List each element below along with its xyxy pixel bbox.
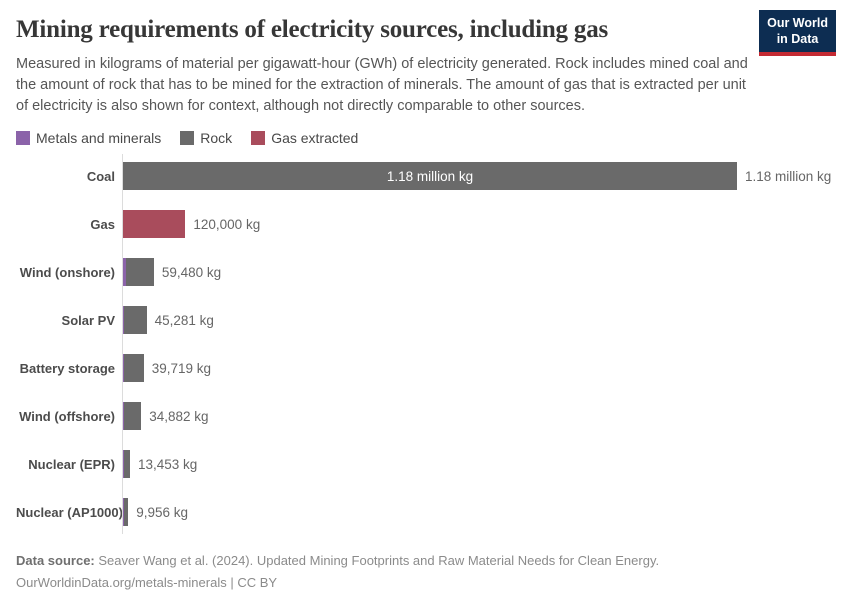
bar-value-label: 34,882 kg (149, 408, 209, 424)
category-label: Gas (90, 216, 115, 232)
bar-wind-onshore-[interactable] (123, 258, 154, 287)
bar-battery-storage[interactable] (123, 354, 144, 383)
bar-wind-offshore-[interactable] (123, 402, 142, 431)
legend-label: Metals and minerals (36, 130, 162, 147)
bar-track: 9,956 kg (123, 498, 834, 527)
chart-row: Wind (offshore) 34,882 kg (16, 392, 834, 440)
bar-segment-metals (123, 450, 124, 479)
bar-segment-metals (123, 402, 124, 431)
chart-row: Solar PV 45,281 kg (16, 296, 834, 344)
owid-logo-line2: in Data (776, 31, 819, 46)
bar-segment-metals (123, 498, 124, 527)
bar-chart: Coal 1.18 million kg 1.18 million kg Gas 120… (16, 152, 834, 536)
bar-nuclear-ap1000-[interactable] (123, 498, 129, 527)
category-label: Battery storage (19, 360, 115, 376)
chart-row: Wind (onshore) 59,480 kg (16, 248, 834, 296)
legend-item-rock[interactable]: Rock (180, 130, 232, 146)
legend-item-gas-extracted[interactable]: Gas extracted (251, 130, 358, 146)
bar-track: 34,882 kg (123, 402, 834, 431)
bar-segment-metals (123, 258, 126, 287)
legend-swatch (251, 131, 266, 146)
bar-value-label: 1.18 million kg (745, 168, 832, 184)
data-source-label: Data source: (16, 553, 95, 569)
license-line: OurWorldinData.org/metals-minerals | CC … (16, 575, 278, 591)
chart-footer: Data source: Seaver Wang et al. (2024). … (16, 550, 834, 594)
bar-value-label: 45,281 kg (154, 312, 214, 328)
bar-value-label-inside: 1.18 million kg (386, 168, 474, 184)
bar-solar-pv[interactable] (123, 306, 147, 335)
data-source-text: Seaver Wang et al. (2024). Updated Minin… (94, 553, 660, 569)
category-label: Coal (86, 168, 115, 184)
bar-coal[interactable]: 1.18 million kg (123, 162, 737, 191)
legend: Metals and minerals Rock Gas extracted (16, 130, 834, 146)
chart-rows: Coal 1.18 million kg 1.18 million kg Gas 120… (16, 152, 834, 536)
category-label: Nuclear (EPR) (28, 456, 115, 472)
chart-row: Coal 1.18 million kg 1.18 million kg (16, 152, 834, 200)
bar-value-label: 39,719 kg (151, 360, 211, 376)
bar-track: 45,281 kg (123, 306, 834, 335)
chart-row: Battery storage 39,719 kg (16, 344, 834, 392)
legend-item-metals-and-minerals[interactable]: Metals and minerals (16, 130, 161, 146)
y-axis-line (122, 154, 123, 535)
category-label: Wind (onshore) (19, 264, 115, 280)
page-title: Mining requirements of electricity sourc… (16, 16, 609, 43)
bar-track: 59,480 kg (123, 258, 834, 287)
bar-value-label: 9,956 kg (136, 504, 188, 520)
bar-track: 1.18 million kg 1.18 million kg (123, 162, 834, 191)
bar-segment-metals (123, 354, 124, 383)
bar-gas[interactable] (123, 210, 186, 239)
bar-track: 120,000 kg (123, 210, 834, 239)
data-source-line: Data source: Seaver Wang et al. (2024). … (16, 550, 834, 572)
bar-value-label: 59,480 kg (161, 264, 222, 280)
legend-label: Gas extracted (271, 130, 359, 147)
category-label: Solar PV (61, 312, 115, 328)
bar-segment-metals (123, 306, 124, 335)
owid-logo-line1: Our World (767, 16, 828, 30)
bar-track: 39,719 kg (123, 354, 834, 383)
category-label: Wind (offshore) (19, 408, 115, 424)
chart-row: Gas 120,000 kg (16, 200, 834, 248)
chart-subtitle: Measured in kilograms of material per gi… (16, 56, 748, 115)
bar-nuclear-epr-[interactable] (123, 450, 130, 479)
bar-value-label: 120,000 kg (193, 216, 261, 232)
chart-row: Nuclear (EPR) 13,453 kg (16, 440, 834, 488)
bar-track: 13,453 kg (123, 450, 834, 479)
legend-swatch (16, 131, 30, 146)
category-label: Nuclear (AP1000) (16, 504, 123, 520)
legend-label: Rock (200, 130, 233, 147)
legend-swatch (180, 131, 195, 146)
bar-value-label: 13,453 kg (138, 456, 198, 472)
chart-row: Nuclear (AP1000) 9,956 kg (16, 488, 834, 536)
owid-logo[interactable]: Our World in Data (759, 10, 836, 57)
